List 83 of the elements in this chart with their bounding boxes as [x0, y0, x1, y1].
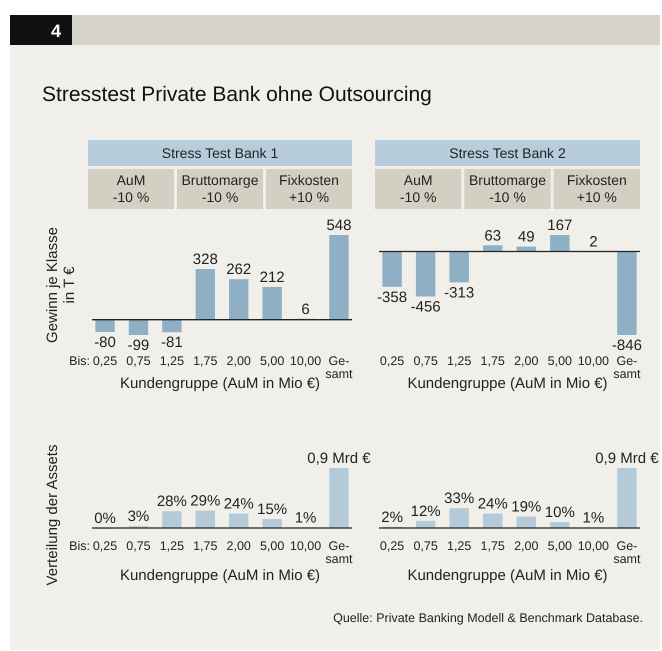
x-tick-label: 0,75 — [413, 354, 438, 368]
x-tick-label: 1,25 — [160, 354, 184, 368]
data-label: -81 — [161, 334, 183, 352]
x-axis-title: Kundengruppe (AuM in Mio €) — [120, 567, 320, 584]
data-label: -846 — [612, 337, 642, 354]
x-tick-label: 0,25 — [380, 354, 404, 368]
y-axis-title: Gewinn je Klasse in T € — [44, 227, 78, 343]
x-tick-label: 1,75 — [193, 354, 218, 368]
x-tick-label: 1,25 — [447, 539, 472, 553]
data-label: -456 — [410, 298, 441, 316]
data-label: 24% — [478, 496, 508, 513]
data-label: 167 — [547, 217, 572, 234]
data-label: 19% — [511, 498, 542, 516]
x-tick-label: 0,75 — [126, 354, 151, 368]
x-tick-label: Ge-samt — [613, 354, 641, 381]
data-label: 15% — [257, 501, 288, 518]
x-tick-label: 10,00 — [290, 354, 322, 368]
x-axis-title: Kundengruppe (AuM in Mio €) — [407, 375, 608, 392]
x-tick-label: 5,00 — [548, 539, 572, 553]
data-label: 49 — [518, 228, 535, 246]
data-label: -80 — [94, 334, 116, 352]
chart-subtitle: Stress Test Bank 2 — [449, 145, 566, 161]
text: Fixkosten +10 % — [566, 172, 627, 205]
x-tick-label: 2,00 — [514, 539, 538, 553]
text: Bis: — [69, 539, 90, 553]
data-label: 12% — [410, 502, 441, 520]
text: Bis: — [69, 354, 90, 368]
x-tick-label: 0,75 — [413, 539, 438, 553]
x-tick-label: 5,00 — [260, 539, 284, 553]
x-tick-label: 2,00 — [514, 354, 538, 368]
x-axis-title: Kundengruppe (AuM in Mio €) — [120, 375, 320, 392]
x-tick-label: 0,25 — [92, 539, 118, 553]
x-tick-label: 10,00 — [578, 539, 610, 553]
text: AuM -10 % — [112, 172, 150, 205]
data-label: 28% — [156, 493, 187, 510]
source-note: Quelle: Private Banking Modell & Benchmark Database. — [333, 611, 643, 625]
x-tick-label: 0,25 — [92, 354, 118, 368]
data-label: 29% — [190, 492, 220, 510]
data-label: 0% — [94, 510, 116, 527]
x-tick-label: 1,25 — [160, 539, 184, 553]
data-label: 1% — [582, 509, 604, 526]
x-axis-title: Kundengruppe (AuM in Mio €) — [407, 567, 608, 584]
x-tick-label: 10,00 — [578, 354, 610, 368]
x-tick-label: Ge-samt — [613, 539, 641, 566]
chart-subtitle: Stress Test Bank 1 — [162, 145, 278, 161]
x-tick-label: 5,00 — [548, 354, 572, 368]
x-tick-label: 1,75 — [193, 539, 218, 553]
x-tick-label: 0,25 — [380, 539, 404, 553]
annotation: 0,9 Mrd € — [595, 450, 660, 467]
x-tick-label: 5,00 — [260, 354, 284, 368]
x-tick-label: 10,00 — [290, 539, 322, 553]
text: Fixkosten +10 % — [279, 172, 339, 205]
data-label: 262 — [226, 261, 252, 278]
data-label: 6 — [301, 300, 310, 318]
x-tick-label: 1,25 — [447, 354, 472, 368]
data-label: 2% — [381, 508, 403, 526]
x-tick-label: 2,00 — [226, 354, 251, 368]
data-label: -358 — [377, 288, 408, 306]
text: 4 — [50, 21, 62, 41]
text: Bruttomarge -10 % — [181, 172, 259, 205]
data-label: 328 — [192, 251, 218, 268]
data-label: -99 — [128, 337, 150, 354]
y-axis-title: Verteilung der Assets — [44, 444, 61, 586]
chart-title: Stresstest Private Bank ohne Outsourcing — [42, 83, 432, 106]
data-label: 1% — [294, 509, 316, 526]
data-label: 33% — [444, 490, 474, 508]
text: Bruttomarge -10 % — [468, 172, 546, 205]
x-tick-label: Ge-samt — [325, 539, 354, 566]
x-tick-label: 0,75 — [126, 539, 151, 553]
x-tick-label: Ge-samt — [325, 354, 354, 381]
data-label: 2 — [589, 233, 598, 250]
data-label: 10% — [544, 504, 575, 521]
data-label: 212 — [260, 268, 285, 286]
annotation: 0,9 Mrd € — [307, 450, 372, 467]
x-tick-label: 1,75 — [480, 354, 505, 368]
data-label: 548 — [326, 217, 352, 234]
data-label: 3% — [128, 508, 150, 526]
x-tick-label: 2,00 — [226, 539, 251, 553]
data-label: 63 — [484, 227, 502, 244]
x-tick-label: 1,75 — [480, 539, 505, 553]
data-label: 24% — [224, 496, 254, 513]
text: AuM -10 % — [400, 172, 436, 205]
data-label: -313 — [444, 284, 474, 302]
